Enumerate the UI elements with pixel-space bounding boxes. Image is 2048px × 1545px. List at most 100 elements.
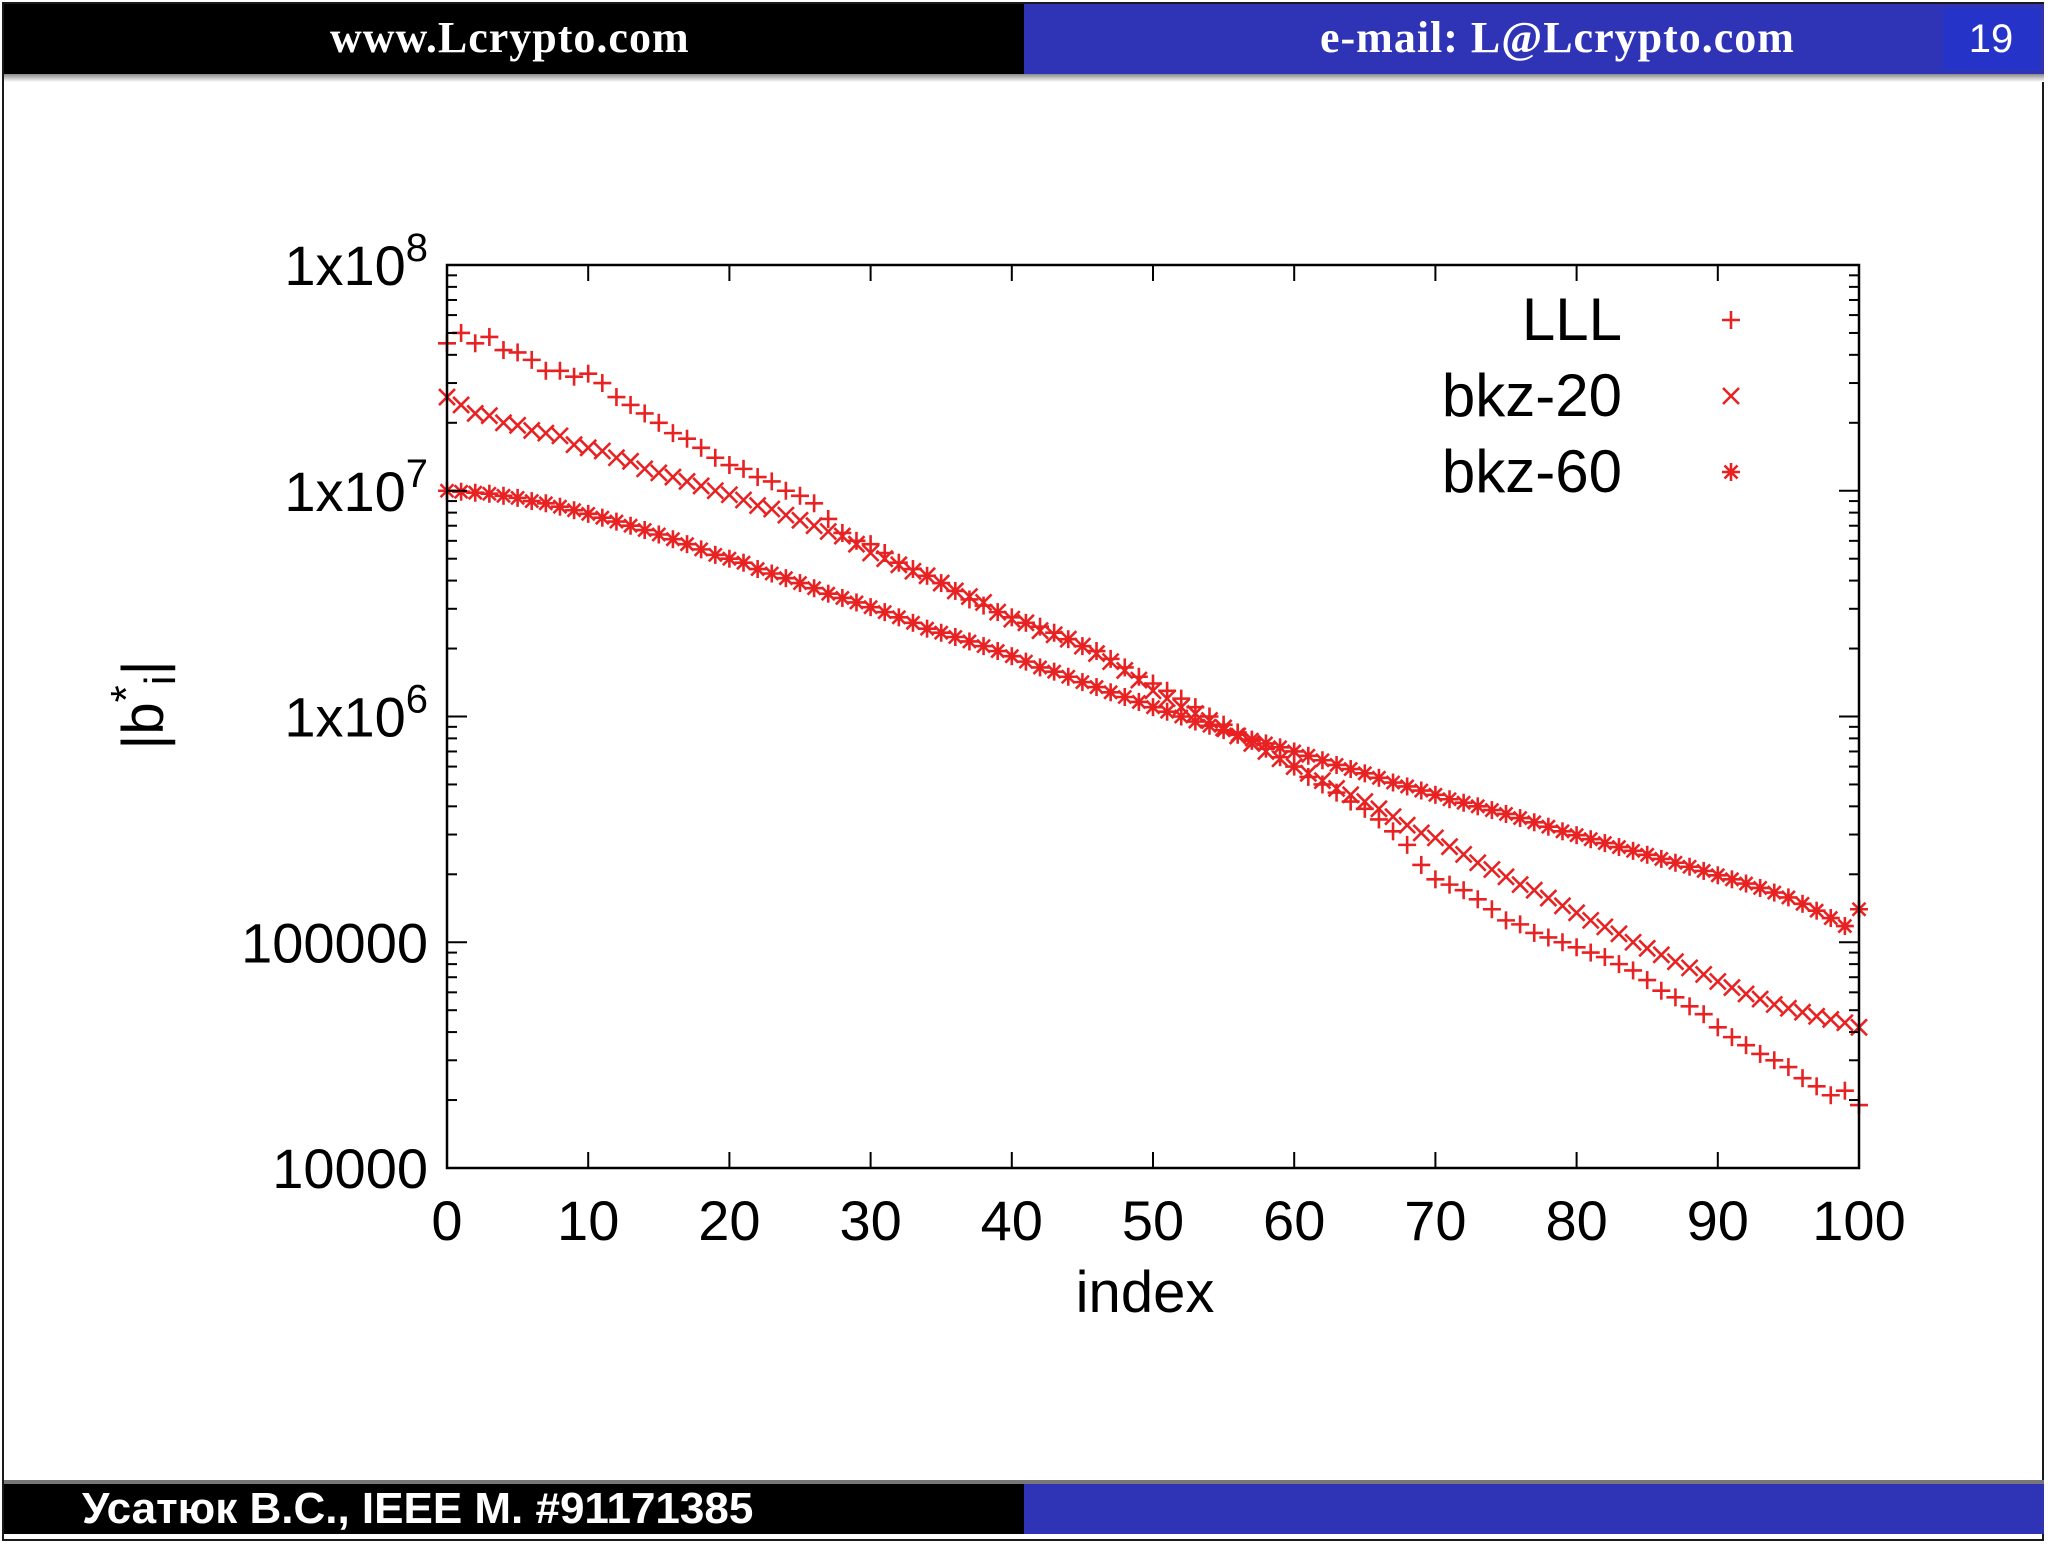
bkz-60-point: [1087, 678, 1106, 697]
bkz-60-point: [1708, 866, 1727, 885]
bkz-60-point: [1200, 716, 1219, 735]
website-url: www.Lcrypto.com: [330, 13, 690, 62]
bkz-60-point: [988, 642, 1007, 661]
bkz-20-point: [692, 477, 711, 495]
bkz-60-point: [1821, 909, 1840, 928]
bkz-20-point: [889, 555, 908, 574]
bkz-20-point: [1355, 792, 1374, 811]
tick-labels: 0 10 20 30 40 50 60 70 80 90 1001x1081x1071x106100…: [241, 226, 1906, 1252]
bkz-20-point: [875, 549, 894, 568]
y-tick-label-exponent: 7: [406, 452, 428, 496]
bkz-20-point: [508, 416, 527, 435]
bkz-60-point: [861, 598, 880, 617]
bkz-60-point: [1807, 901, 1826, 920]
lll-point: [720, 456, 739, 475]
x-tick-label: 80: [1545, 1189, 1607, 1252]
bkz-60-point: [692, 540, 711, 559]
bkz-20-point: [847, 535, 866, 554]
bkz-60-point: [1793, 894, 1812, 913]
lll-point: [1595, 948, 1614, 967]
lll-point: [1694, 1005, 1713, 1024]
bkz-20-point: [466, 404, 485, 423]
x-tick-label: 60: [1263, 1189, 1325, 1252]
bkz-20-point: [1511, 875, 1530, 894]
lll-point: [1821, 1086, 1840, 1105]
bkz-60-point: [1737, 874, 1756, 893]
bkz-60-point: [1031, 658, 1050, 677]
bkz-20-point: [522, 421, 541, 440]
bkz-60-point: [593, 508, 612, 527]
legend-marker-lll: [1722, 311, 1740, 329]
bkz-20-point: [1412, 824, 1431, 842]
lll-point: [1779, 1058, 1798, 1077]
bkz-60-point: [565, 501, 584, 520]
bkz-20-point: [819, 522, 838, 541]
lll-point: [706, 448, 725, 467]
bkz-60-point: [706, 545, 725, 564]
y-axis-label-main: |b: [111, 702, 176, 749]
bkz-60-point: [776, 569, 795, 588]
x-axis-label: index: [1076, 1260, 1215, 1325]
y-tick-label-base: 1x10: [284, 234, 405, 297]
bkz-20-point: [1723, 978, 1741, 997]
bkz-20-point: [1144, 681, 1162, 700]
series-bkz-60: [438, 481, 1868, 936]
lll-point: [960, 590, 979, 609]
bkz-20-point: [1285, 757, 1304, 776]
lll-point: [762, 472, 781, 491]
y-tick-label-exponent: 6: [406, 678, 428, 722]
bkz-60-point: [1722, 870, 1741, 889]
bkz-60-point: [1313, 751, 1332, 770]
bkz-20-point: [664, 468, 682, 486]
lll-point: [847, 531, 866, 550]
bkz-20-point: [734, 491, 753, 509]
lll-point: [565, 367, 584, 386]
bkz-20-point: [1779, 999, 1798, 1018]
bkz-60-point: [1511, 809, 1530, 828]
bkz-20-point: [1751, 990, 1770, 1009]
axis-ticks: [446, 264, 1860, 1169]
bkz-20-point: [649, 463, 668, 482]
lll-point: [791, 486, 809, 505]
bkz-20-point: [974, 593, 993, 612]
bkz-20-point: [1327, 779, 1346, 798]
lll-point: [1708, 1018, 1727, 1037]
bkz-60-point: [1567, 826, 1586, 845]
bkz-20-point: [607, 448, 626, 467]
bkz-60-point: [1228, 725, 1247, 744]
bkz-20-point: [635, 459, 654, 478]
x-tick-label: 20: [698, 1189, 760, 1252]
bkz-60-point: [480, 484, 499, 503]
lll-point: [1680, 997, 1699, 1016]
lll-point: [1497, 911, 1515, 930]
lll-point: [776, 481, 795, 500]
bkz-60-point: [1115, 688, 1134, 707]
bkz-20-point: [1059, 630, 1078, 649]
bkz-20-point: [452, 395, 471, 414]
bkz-60-point: [621, 516, 640, 535]
bkz-20-point: [1398, 816, 1417, 835]
bkz-20-point: [988, 603, 1007, 622]
bkz-20-point: [593, 442, 612, 460]
bkz-20-point: [1539, 889, 1558, 907]
lll-point: [1454, 881, 1473, 900]
x-tick-label: 10: [557, 1189, 619, 1252]
bkz-20-point: [565, 435, 583, 454]
bkz-60-point: [1468, 797, 1487, 816]
bkz-20-point: [1821, 1010, 1840, 1029]
bkz-20-point: [1313, 771, 1332, 790]
bkz-20-point: [1595, 917, 1614, 936]
bkz-20-point: [1581, 911, 1600, 930]
bkz-20-point: [1002, 610, 1021, 629]
bkz-60-point: [903, 613, 922, 632]
bkz-20-point: [1807, 1007, 1826, 1026]
lll-point: [1313, 775, 1332, 794]
lll-point: [734, 459, 753, 478]
bkz-20-point: [1680, 958, 1699, 977]
bkz-60-point: [1002, 647, 1021, 666]
lll-point: [1751, 1044, 1770, 1063]
x-tick-label: 40: [981, 1189, 1043, 1252]
lll-point: [1101, 649, 1120, 668]
lll-point: [1609, 955, 1628, 974]
bkz-20-point: [1101, 652, 1120, 671]
